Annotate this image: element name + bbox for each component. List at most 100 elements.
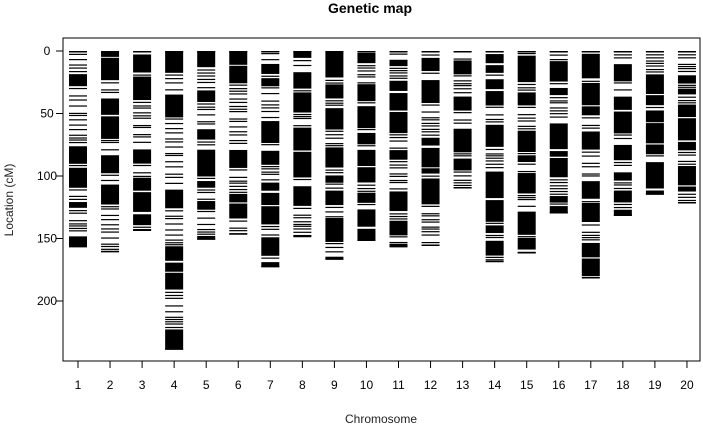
marker-block bbox=[229, 84, 248, 86]
marker-block bbox=[325, 183, 344, 185]
marker-block bbox=[549, 100, 568, 102]
marker-block bbox=[485, 163, 504, 165]
marker-block bbox=[645, 74, 664, 94]
x-tick-label: 20 bbox=[680, 378, 694, 392]
marker-block bbox=[261, 171, 280, 173]
marker-block bbox=[389, 72, 408, 74]
marker-block bbox=[197, 75, 216, 77]
marker-block bbox=[517, 92, 536, 106]
marker-block bbox=[389, 218, 408, 220]
marker-block bbox=[357, 128, 376, 131]
marker-block bbox=[261, 237, 280, 256]
marker-block bbox=[229, 230, 248, 232]
marker-block bbox=[133, 101, 152, 104]
x-tick-label: 15 bbox=[520, 378, 534, 392]
marker-block bbox=[453, 122, 472, 124]
marker-block bbox=[69, 134, 87, 136]
chromosome-end-marker bbox=[453, 187, 472, 189]
marker-block bbox=[101, 98, 120, 115]
marker-block bbox=[133, 226, 152, 228]
marker-block bbox=[549, 151, 568, 157]
marker-block bbox=[677, 68, 696, 70]
x-tick-label: 2 bbox=[107, 378, 114, 392]
marker-block bbox=[357, 184, 376, 186]
marker-block bbox=[645, 95, 664, 106]
marker-block bbox=[165, 94, 184, 118]
marker-block bbox=[101, 208, 120, 210]
x-tick-label: 13 bbox=[456, 378, 470, 392]
marker-block bbox=[101, 248, 120, 250]
chromosome-19 bbox=[645, 51, 664, 195]
marker-block bbox=[197, 106, 216, 108]
chromosome-start-marker bbox=[645, 51, 664, 53]
marker-block bbox=[389, 147, 408, 149]
marker-block bbox=[229, 169, 248, 171]
marker-block bbox=[133, 141, 152, 143]
marker-block bbox=[357, 67, 376, 69]
chromosome-end-marker bbox=[485, 260, 504, 263]
marker-block bbox=[517, 83, 536, 86]
marker-block bbox=[197, 129, 216, 140]
marker-block bbox=[133, 54, 152, 73]
marker-block bbox=[581, 53, 600, 79]
marker-block bbox=[645, 60, 664, 62]
marker-block bbox=[165, 173, 184, 175]
marker-block bbox=[517, 106, 536, 109]
marker-block bbox=[229, 227, 248, 229]
marker-block bbox=[325, 251, 344, 253]
marker-block bbox=[581, 155, 600, 157]
marker-block bbox=[613, 134, 632, 136]
marker-block bbox=[389, 220, 408, 236]
marker-block bbox=[485, 200, 504, 222]
marker-block bbox=[357, 84, 376, 102]
marker-block bbox=[485, 91, 504, 106]
chromosome-start-marker bbox=[453, 51, 472, 53]
marker-block bbox=[581, 231, 600, 233]
marker-block bbox=[133, 76, 152, 101]
marker-block bbox=[261, 53, 280, 55]
marker-block bbox=[69, 119, 87, 121]
marker-block bbox=[293, 221, 312, 223]
marker-block bbox=[165, 141, 184, 143]
marker-block bbox=[69, 210, 87, 212]
marker-block bbox=[197, 149, 216, 177]
marker-block bbox=[517, 152, 536, 155]
marker-block bbox=[389, 243, 408, 248]
marker-block bbox=[421, 137, 440, 146]
marker-block bbox=[485, 240, 504, 256]
marker-block bbox=[197, 228, 216, 231]
marker-block bbox=[389, 136, 408, 139]
chromosome-end-marker bbox=[549, 212, 568, 214]
marker-block bbox=[357, 149, 376, 166]
y-axis: 0 50 100 150 200 bbox=[37, 44, 64, 308]
marker-block bbox=[357, 203, 376, 206]
marker-block bbox=[165, 166, 184, 168]
marker-block bbox=[229, 185, 248, 187]
marker-block bbox=[357, 167, 376, 183]
marker-block bbox=[645, 110, 664, 123]
marker-block bbox=[389, 53, 408, 55]
marker-block bbox=[677, 196, 696, 198]
chromosome-start-marker bbox=[261, 51, 280, 53]
marker-block bbox=[357, 209, 376, 227]
marker-block bbox=[293, 60, 312, 62]
marker-block bbox=[421, 234, 440, 236]
marker-block bbox=[261, 182, 280, 191]
marker-block bbox=[69, 105, 87, 107]
marker-block bbox=[677, 102, 696, 104]
marker-block bbox=[229, 176, 248, 178]
marker-block bbox=[261, 173, 280, 175]
marker-block bbox=[581, 151, 600, 153]
marker-block bbox=[421, 221, 440, 223]
marker-block bbox=[389, 167, 408, 169]
marker-block bbox=[133, 172, 152, 174]
marker-block bbox=[581, 181, 600, 199]
marker-block bbox=[549, 206, 568, 214]
marker-block bbox=[389, 236, 408, 238]
chromosome-start-marker bbox=[293, 51, 312, 53]
marker-block bbox=[389, 67, 408, 69]
marker-block bbox=[581, 131, 600, 150]
marker-block bbox=[549, 97, 568, 99]
marker-block bbox=[453, 58, 472, 60]
marker-block bbox=[453, 88, 472, 90]
